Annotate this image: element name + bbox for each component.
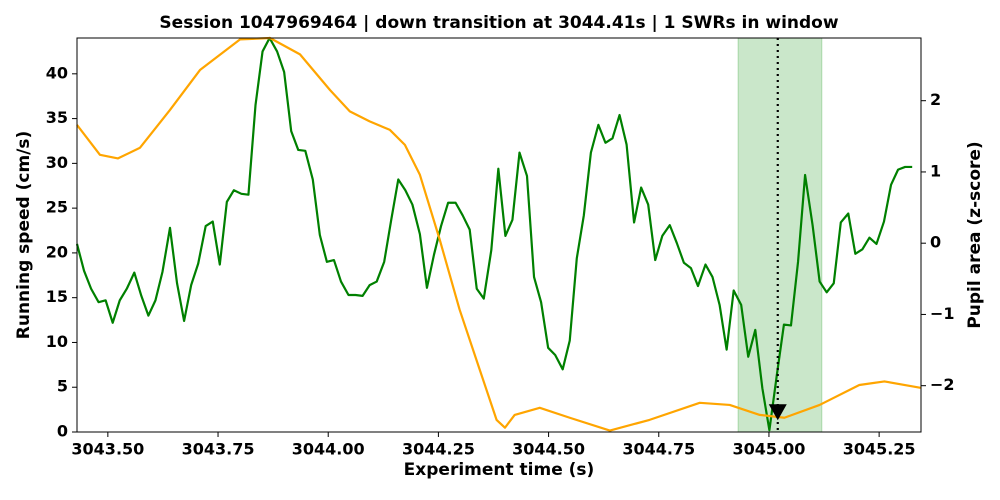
y-tick-label: 30 [46,153,68,172]
x-tick-label: 3045.25 [843,440,916,459]
y2-axis-label: Pupil area (z-score) [965,141,985,328]
x-tick-label: 3044.75 [622,440,695,459]
chart-title: Session 1047969464 | down transition at … [159,13,838,33]
y-tick-label: 25 [46,198,68,217]
x-tick-label: 3044.00 [292,440,365,459]
x-tick-label: 3044.50 [512,440,585,459]
y2-tick-label: 0 [930,233,941,252]
series-line [76,36,921,432]
x-tick-label: 3043.50 [71,440,144,459]
x-axis-label: Experiment time (s) [404,460,595,480]
y2-tick-label: −2 [930,375,955,394]
y2-tick-label: 2 [930,90,941,109]
y-tick-label: 15 [46,287,68,306]
y-tick-label: 40 [46,63,68,82]
y-tick-label: 5 [57,377,68,396]
y-tick-label: 0 [57,422,68,441]
y-tick-label: 10 [46,332,68,351]
swr-window [737,37,823,433]
series-line [75,36,913,432]
swr-marker [768,404,787,421]
y-tick-label: 35 [46,108,68,127]
y2-tick-label: −1 [930,304,955,323]
y-axis-label: Running speed (cm/s) [14,131,34,340]
y-tick-label: 20 [46,242,68,261]
y2-tick-label: 1 [930,161,941,180]
x-tick-label: 3044.25 [402,440,475,459]
x-tick-label: 3043.75 [182,440,255,459]
x-tick-label: 3045.00 [733,440,806,459]
plot-frame [76,37,922,433]
